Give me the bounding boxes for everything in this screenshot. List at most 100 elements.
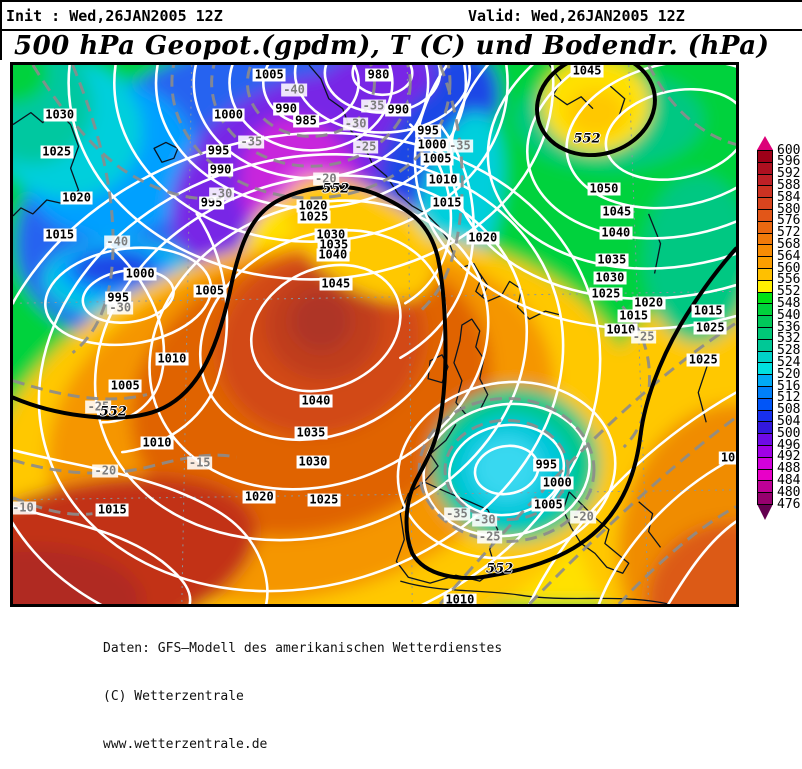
temperature-label: -30 xyxy=(107,300,134,315)
colorbar-value-label: 496 xyxy=(777,437,801,453)
pressure-label: 1020 xyxy=(466,230,500,245)
pressure-label: 1035 xyxy=(595,252,629,267)
colorbar-value-label: 508 xyxy=(777,402,801,418)
attribution-url: www.wetterzentrale.de xyxy=(103,737,268,752)
colorbar-value-label: 584 xyxy=(777,189,801,205)
graticule-lines xyxy=(13,65,736,604)
temperature-label: -35 xyxy=(238,134,265,149)
temperature-label: -30 xyxy=(208,186,235,201)
colorbar-value-label: 540 xyxy=(777,307,801,323)
pressure-label: 1025 xyxy=(693,320,727,335)
pressure-label: 1025 xyxy=(40,144,74,159)
colorbar-value-label: 504 xyxy=(777,413,801,429)
pressure-label: 1035 xyxy=(317,237,351,252)
colorbar-value-label: 500 xyxy=(777,425,801,441)
map-label-layer: 1005 980 990 985 990 995 1000 1005 1010 1015 1020 1… xyxy=(13,65,736,604)
pressure-label: 1005 xyxy=(420,151,454,166)
valid-timestamp: Valid: Wed,26JAN2005 12Z xyxy=(468,7,685,25)
pressure-label: 1045 xyxy=(600,204,634,219)
colorbar-value-label: 572 xyxy=(777,225,801,241)
pressure-label: 995 xyxy=(533,457,560,472)
pressure-label: 995 xyxy=(205,143,232,158)
pressure-label: 1015 xyxy=(430,195,464,210)
colorbar-value-label: 532 xyxy=(777,331,801,347)
colorbar-value-label: 568 xyxy=(777,236,801,252)
pressure-label: 1010 xyxy=(155,351,189,366)
temperature-label: -25 xyxy=(85,399,112,414)
pressure-label: 1020 xyxy=(60,190,93,205)
attribution: Daten: GFS—Modell des amerikanischen Wet… xyxy=(103,609,502,769)
pressure-label: 1005 xyxy=(252,67,286,82)
colorbar-value-label: 576 xyxy=(777,213,801,229)
pressure-label: 1010 xyxy=(604,322,638,337)
header-divider xyxy=(0,29,802,31)
pressure-label: 990 xyxy=(385,102,412,117)
colorbar-value-label: 536 xyxy=(777,319,801,335)
pressure-label: 980 xyxy=(365,67,392,82)
pressure-label: 1000 xyxy=(415,137,449,152)
pressure-label: 1000 xyxy=(123,266,157,281)
colorbar-value-label: 580 xyxy=(777,201,801,217)
pressure-label: 1025 xyxy=(297,209,331,224)
colorbar-value-label: 548 xyxy=(777,295,801,311)
temperature-label: -25 xyxy=(352,139,379,154)
colorbar-value-label: 596 xyxy=(777,154,801,170)
thickness-label: 552 xyxy=(99,404,127,420)
pressure-label: 1040 xyxy=(316,247,350,262)
weather-map: 1005 980 990 985 990 995 1000 1005 1010 1015 1020 1… xyxy=(10,62,739,607)
pressure-label: 1025 xyxy=(589,286,623,301)
pressure-label: 1000 xyxy=(212,107,245,122)
temperature-label: -25 xyxy=(630,329,657,344)
thickness-label: 552 xyxy=(322,181,350,197)
pressure-label: 995 xyxy=(415,123,441,137)
temperature-label: -30 xyxy=(342,116,369,131)
colorbar-overflow-arrow-bottom xyxy=(757,504,773,520)
pressure-label: 10 xyxy=(718,450,736,465)
colorbar-value-label: 488 xyxy=(777,461,801,477)
colorbar-value-label: 560 xyxy=(777,260,801,276)
pressure-label: 1030 xyxy=(314,227,348,242)
pressure-label: 1005 xyxy=(108,378,142,393)
pressure-label: 1020 xyxy=(632,295,666,310)
pressure-label: 1015 xyxy=(95,502,129,517)
colorbar-value-label: 600 xyxy=(777,142,801,158)
pressure-label: 1040 xyxy=(299,393,333,407)
colorbar-value-label: 492 xyxy=(777,449,801,465)
temperature-label: -10 xyxy=(12,500,36,515)
thickness-label: 552 xyxy=(486,561,514,577)
colorbar-value-label: 484 xyxy=(777,472,801,488)
pressure-label: 1035 xyxy=(294,425,328,440)
init-timestamp: Init : Wed,26JAN2005 12Z xyxy=(6,7,223,25)
temperature-label: -20 xyxy=(92,463,119,478)
geopotential-colorbar: 600 596 592 588 584 580 576 572 568 564 560 556 552 5… xyxy=(757,136,802,536)
pressure-label: 1040 xyxy=(599,225,633,240)
pressure-label: 1045 xyxy=(319,276,353,291)
pressure-label: 1015 xyxy=(691,303,725,318)
colorbar-value-label: 592 xyxy=(777,166,801,182)
pressure-label: 1010 xyxy=(140,435,174,450)
pressure-label: 1045 xyxy=(570,63,604,78)
colorbar-value-label: 564 xyxy=(777,248,801,264)
temperature-label: -35 xyxy=(447,138,473,153)
pressure-label: 1015 xyxy=(43,227,77,242)
temperature-label: -35 xyxy=(444,506,470,521)
colorbar-value-label: 552 xyxy=(777,284,801,300)
colorbar-value-label: 528 xyxy=(777,343,801,359)
pressure-label: 990 xyxy=(207,162,234,177)
pressure-label: 1020 xyxy=(242,489,276,504)
pressure-label: 1010 xyxy=(426,172,460,187)
temperature-label: -15 xyxy=(186,455,213,470)
pressure-label: 1015 xyxy=(617,308,651,323)
colorbar-band xyxy=(757,492,773,505)
pressure-label: 1010 xyxy=(443,592,477,607)
colorbar-value-label: 556 xyxy=(777,272,801,288)
colorbar-value-label: 516 xyxy=(777,378,801,394)
pressure-label: 1000 xyxy=(540,475,574,490)
temperature-label: -30 xyxy=(471,512,498,527)
pressure-label: 1020 xyxy=(296,198,330,213)
colorbar-value-label: 476 xyxy=(777,496,801,512)
chart-title: 500 hPa Geopot.(gpdm), T (C) und Bodendr… xyxy=(14,31,770,61)
pressure-label: 995 xyxy=(105,290,132,305)
colorbar-value-label: 588 xyxy=(777,177,801,193)
pressure-label: 1025 xyxy=(686,352,720,367)
